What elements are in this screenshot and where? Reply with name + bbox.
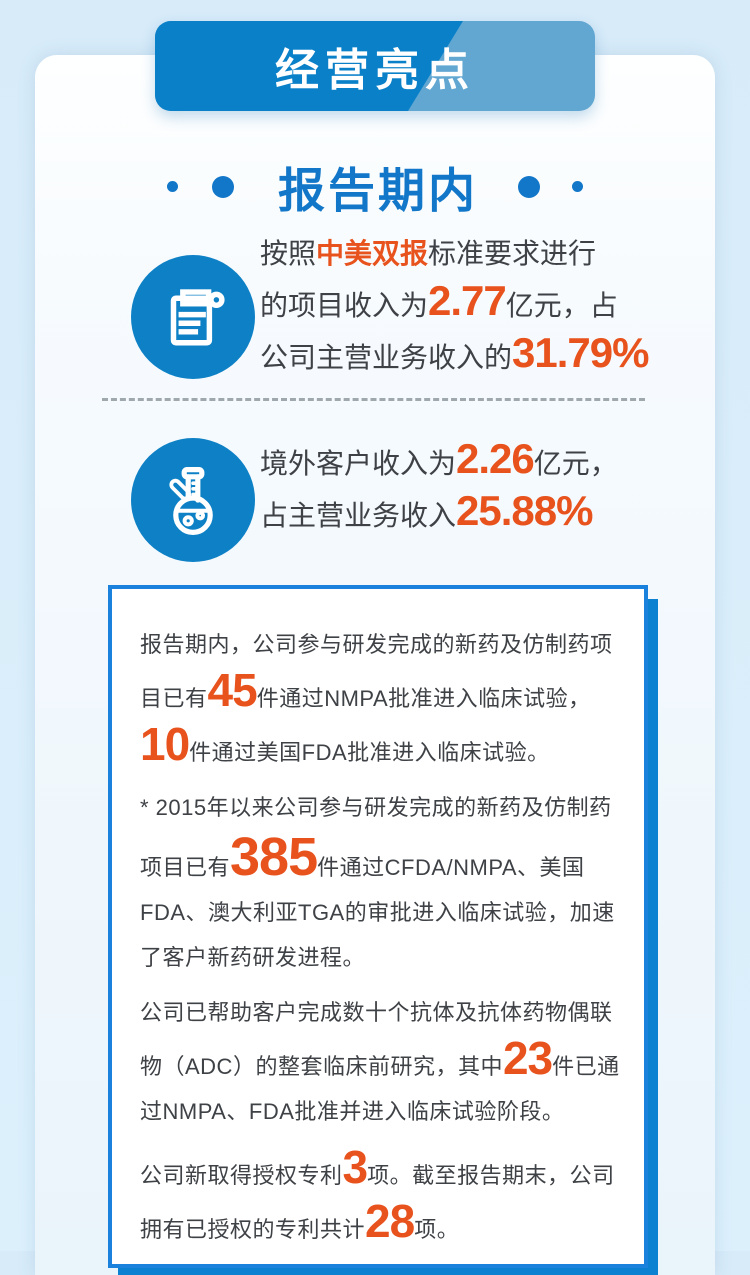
info-paragraph-adc-research: 公司已帮助客户完成数十个抗体及抗体药物偶联物（ADC）的整套临床前研究，其中23… [140, 1000, 620, 1124]
info-paragraph-patents: 公司新取得授权专利3项。截至报告期末，公司拥有已授权的专利共计28项。 [140, 1141, 615, 1247]
info-box: 报告期内，公司参与研发完成的新药及仿制药项目已有45件通过NMPA批准进入临床试… [108, 585, 648, 1268]
clipboard-icon [131, 255, 255, 379]
flask-icon [131, 438, 255, 562]
highlight-item-cn-us-filing: 按照中美双报标准要求进行 的项目收入为2.77亿元，占 公司主营业务收入的31.… [260, 238, 649, 376]
banner-diagonal-shape [155, 21, 463, 111]
info-paragraph-nmpa-fda-approvals: 报告期内，公司参与研发完成的新药及仿制药项目已有45件通过NMPA批准进入临床试… [140, 632, 613, 770]
decor-dot-large-right [518, 175, 540, 198]
banner-title: 经营亮点 [275, 46, 475, 95]
dashed-divider [102, 398, 645, 401]
decor-dot-small-left [167, 181, 178, 192]
decor-dot-small-right [572, 181, 583, 192]
section-title: 报告期内 [278, 164, 478, 217]
banner-business-highlights: 经营亮点 [155, 21, 595, 111]
info-paragraph-since-2015: * 2015年以来公司参与研发完成的新药及仿制药项目已有385件通过CFDA/N… [140, 795, 615, 970]
section-title-row: 报告期内 [0, 152, 750, 221]
decor-dot-large-left [212, 175, 234, 198]
highlight-item-overseas-revenue: 境外客户收入为2.26亿元， 占主营业务收入25.88% [260, 435, 618, 534]
